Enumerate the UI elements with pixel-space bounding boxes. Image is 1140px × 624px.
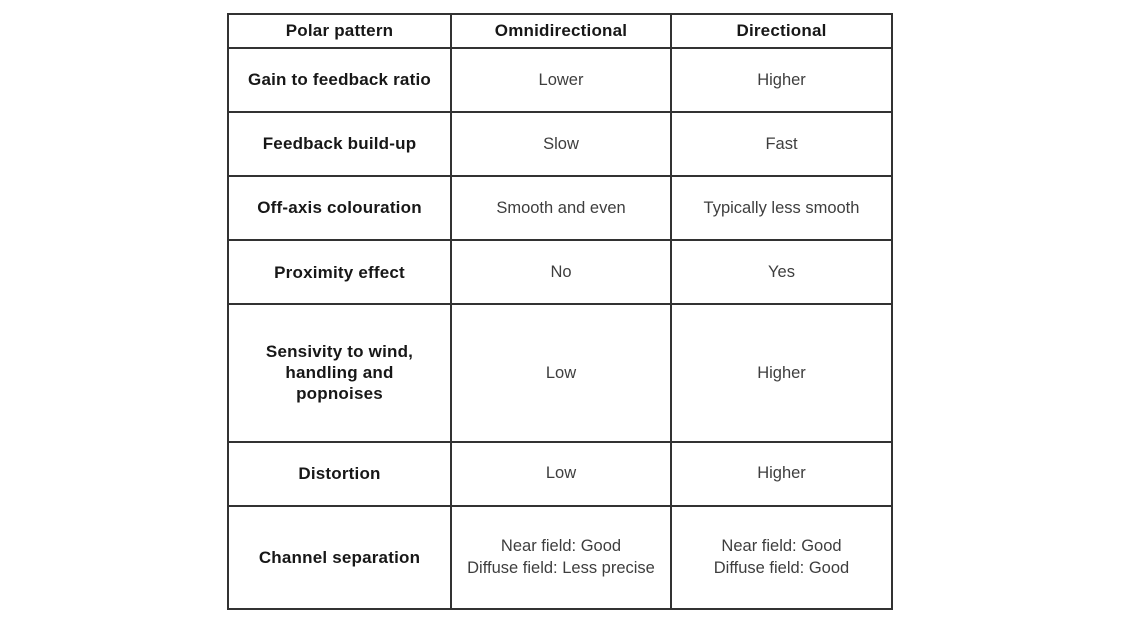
table-row-sensivity-to-wind: Sensivity to wind, handling and popnoise… bbox=[227, 303, 893, 443]
omnidirectional-value: Low bbox=[450, 303, 672, 443]
row-label: Feedback build-up bbox=[227, 111, 452, 178]
row-label: Distortion bbox=[227, 440, 452, 507]
row-label: Sensivity to wind, handling and popnoise… bbox=[227, 303, 452, 443]
row-label: Channel separation bbox=[227, 504, 452, 611]
omnidirectional-value: No bbox=[450, 239, 672, 306]
row-label: Gain to feedback ratio bbox=[227, 46, 452, 114]
column-header-polar-pattern: Polar pattern bbox=[227, 13, 452, 49]
directional-value: Near field: Good Diffuse field: Good bbox=[670, 504, 893, 611]
omnidirectional-value: Slow bbox=[450, 111, 672, 178]
directional-value: Fast bbox=[670, 111, 893, 178]
row-label: Proximity effect bbox=[227, 239, 452, 306]
directional-value: Higher bbox=[670, 440, 893, 507]
omnidirectional-value: Smooth and even bbox=[450, 175, 672, 242]
table-row-gain-to-feedback-ratio: Gain to feedback ratio Lower Higher bbox=[227, 46, 893, 114]
column-header-omnidirectional: Omnidirectional bbox=[450, 13, 672, 49]
polar-pattern-comparison-table-container: Polar pattern Omnidirectional Directiona… bbox=[227, 13, 893, 611]
directional-value: Higher bbox=[670, 46, 893, 114]
table-row-feedback-build-up: Feedback build-up Slow Fast bbox=[227, 111, 893, 178]
polar-pattern-comparison-table: Polar pattern Omnidirectional Directiona… bbox=[227, 13, 893, 611]
row-label: Off-axis colouration bbox=[227, 175, 452, 242]
table-row-proximity-effect: Proximity effect No Yes bbox=[227, 239, 893, 306]
directional-value: Higher bbox=[670, 303, 893, 443]
header-row: Polar pattern Omnidirectional Directiona… bbox=[227, 13, 893, 49]
column-header-directional: Directional bbox=[670, 13, 893, 49]
omnidirectional-value: Lower bbox=[450, 46, 672, 114]
omnidirectional-value: Near field: Good Diffuse field: Less pre… bbox=[450, 504, 672, 611]
table-row-channel-separation: Channel separation Near field: Good Diff… bbox=[227, 504, 893, 611]
table-row-distortion: Distortion Low Higher bbox=[227, 440, 893, 507]
table-row-off-axis-colouration: Off-axis colouration Smooth and even Typ… bbox=[227, 175, 893, 242]
directional-value: Typically less smooth bbox=[670, 175, 893, 242]
directional-value: Yes bbox=[670, 239, 893, 306]
omnidirectional-value: Low bbox=[450, 440, 672, 507]
